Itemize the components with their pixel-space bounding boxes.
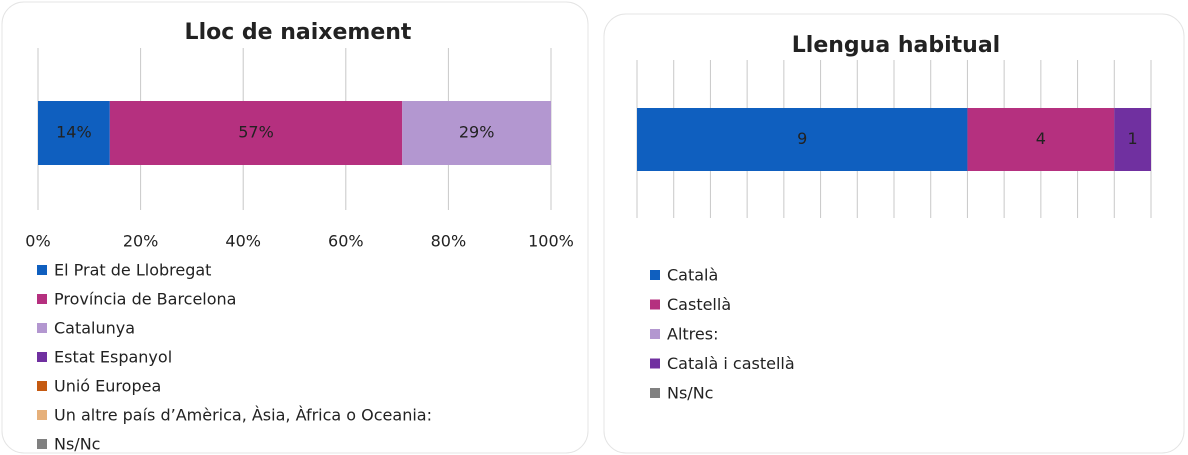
legend-swatch xyxy=(37,323,47,333)
legend-label: Ns/Nc xyxy=(54,435,100,454)
legend-label: Unió Europea xyxy=(54,377,161,396)
chart-title: Lloc de naixement xyxy=(185,20,412,45)
legend-swatch xyxy=(37,439,47,449)
data-label: 1 xyxy=(1128,129,1138,148)
legend-label: Castellà xyxy=(667,295,731,314)
legend-swatch xyxy=(650,270,660,280)
data-label: 14% xyxy=(56,123,92,142)
data-label: 4 xyxy=(1036,129,1046,148)
legend-label: Català xyxy=(667,266,718,285)
x-tick-label: 60% xyxy=(328,232,364,251)
legend-label: Província de Barcelona xyxy=(54,290,236,309)
legend-label: El Prat de Llobregat xyxy=(54,261,211,280)
legend-label: Catalunya xyxy=(54,319,135,338)
legend-label: Estat Espanyol xyxy=(54,348,172,367)
legend-swatch xyxy=(37,381,47,391)
bar-segment xyxy=(1114,108,1151,171)
bar-segment xyxy=(402,101,551,165)
legend-label: Un altre país d’Amèrica, Àsia, Àfrica o … xyxy=(54,406,432,425)
x-tick-label: 80% xyxy=(431,232,467,251)
legend-swatch xyxy=(650,358,660,369)
x-tick-label: 0% xyxy=(25,232,50,251)
chart-title: Llengua habitual xyxy=(792,33,1000,58)
data-label: 57% xyxy=(238,123,274,142)
bar-segment xyxy=(109,101,403,165)
legend-swatch xyxy=(37,294,47,304)
legend-swatch xyxy=(37,352,47,362)
legend-label: Ns/Nc xyxy=(667,384,713,403)
x-tick-label: 40% xyxy=(225,232,261,251)
legend-swatch xyxy=(650,329,660,339)
bar-segment xyxy=(967,108,1115,171)
legend-swatch xyxy=(37,265,47,275)
data-label: 29% xyxy=(459,123,495,142)
bar-segment xyxy=(637,108,968,171)
legend-swatch xyxy=(650,299,660,310)
legend-swatch xyxy=(37,410,47,420)
x-tick-label: 20% xyxy=(123,232,159,251)
legend-label: Català i castellà xyxy=(667,354,795,373)
legend-label: Altres: xyxy=(667,325,718,344)
bar-segment xyxy=(38,101,110,165)
legend-swatch xyxy=(650,388,660,398)
data-label: 9 xyxy=(797,129,807,148)
x-tick-label: 100% xyxy=(528,232,574,251)
